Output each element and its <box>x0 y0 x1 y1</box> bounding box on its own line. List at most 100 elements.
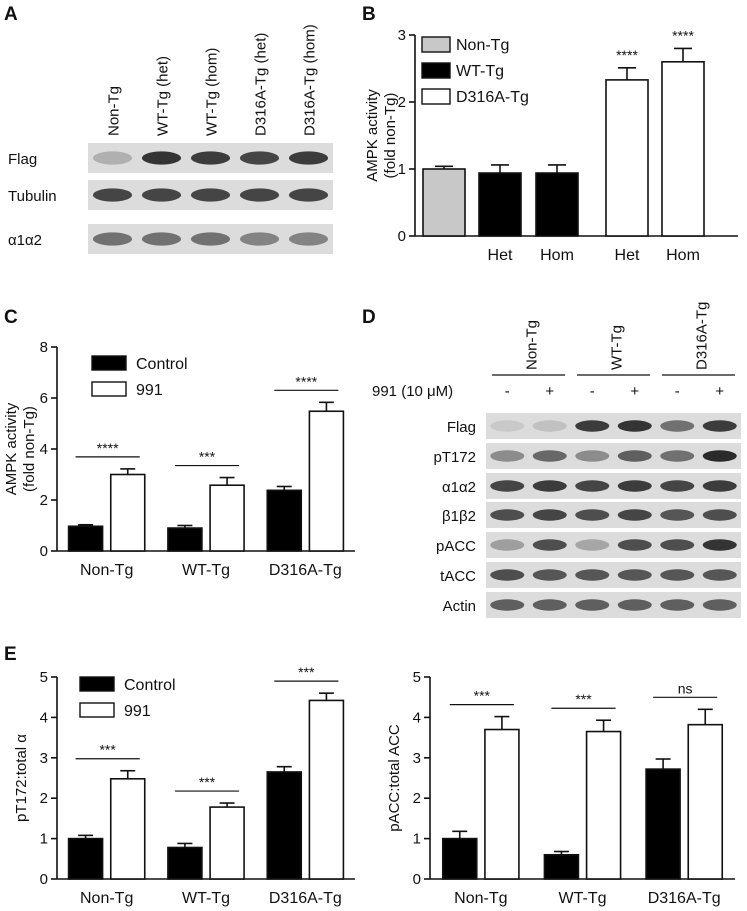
blot-row-band <box>532 599 567 611</box>
blot-row-band <box>617 539 652 551</box>
x-category-label: Non-Tg <box>80 890 133 907</box>
blot-row-band <box>141 188 182 202</box>
blot-row-band <box>532 539 567 551</box>
blot-row-band <box>575 539 610 551</box>
y-tick-label: 4 <box>40 441 48 458</box>
blot-row-band <box>660 480 695 492</box>
legend-swatch <box>421 62 451 79</box>
blot-row-band <box>575 599 610 611</box>
blot-row-band <box>575 480 610 492</box>
blot-row-band <box>702 569 737 581</box>
legend-label: Control <box>136 356 188 373</box>
x-category-label: Het <box>615 247 640 264</box>
y-axis-label: pT172:total α <box>13 734 30 822</box>
chart-e-pt172: 0 1 2 3 4 5 pT172:total α Non-Tg *** WT-Tg *** D316… <box>13 664 355 907</box>
blot-row-band <box>660 509 695 521</box>
y-axis-label: pACC:total ACC <box>386 724 403 832</box>
bar-control <box>543 853 580 880</box>
treatment-sign: - <box>590 383 595 400</box>
x-category-label: Het <box>488 247 513 264</box>
blot-row-band <box>141 232 182 246</box>
legend-label: WT-Tg <box>456 63 504 80</box>
significance-label: **** <box>295 373 317 389</box>
blot-row-label: tACC <box>440 568 476 585</box>
blot-row-band <box>617 480 652 492</box>
blot-row-band <box>490 539 525 551</box>
y-tick-label: 4 <box>413 709 421 726</box>
blot-row-band <box>490 420 525 432</box>
y-tick-label: 0 <box>40 871 48 888</box>
legend-label: Non-Tg <box>456 37 509 54</box>
lane-label: Non-Tg <box>106 86 123 136</box>
treatment-label: 991 (10 μM) <box>372 383 453 400</box>
bar-control <box>441 837 478 880</box>
significance-label: **** <box>672 27 694 43</box>
blot-row-band <box>702 480 737 492</box>
blot-row-band <box>617 569 652 581</box>
blot-row-band <box>239 188 280 202</box>
blot-row-label: Flag <box>8 151 37 168</box>
significance-label: *** <box>474 688 491 704</box>
group-label: D316A-Tg <box>694 302 711 370</box>
treatment-sign: + <box>545 383 554 400</box>
y-axis-label: AMPK activity <box>3 402 20 495</box>
bar-991 <box>109 473 146 552</box>
blot-row-band <box>575 420 610 432</box>
legend-swatch <box>421 88 451 105</box>
x-category-label: D316A-Tg <box>269 562 342 579</box>
blot-row-band <box>660 599 695 611</box>
blot-row-band <box>702 599 737 611</box>
blot-row-band <box>490 569 525 581</box>
panel-label-b: B <box>362 4 376 25</box>
significance-label: *** <box>298 664 315 680</box>
bar-991 <box>687 723 724 880</box>
legend-swatch-991 <box>79 702 115 718</box>
blot-row-band <box>92 188 133 202</box>
blot-row-band <box>660 539 695 551</box>
blot-row-band <box>702 509 737 521</box>
blot-row-band <box>617 450 652 462</box>
y-tick-label: 0 <box>398 228 406 245</box>
y-tick-label: 6 <box>40 390 48 407</box>
blot-row-band <box>532 569 567 581</box>
bar-control <box>167 846 203 880</box>
x-category-label: WT-Tg <box>559 890 607 907</box>
y-axis-label: (fold non-Tg) <box>382 93 399 179</box>
panel-label-e: E <box>4 644 17 665</box>
blot-row-band <box>490 450 525 462</box>
blot-row-band <box>288 151 329 165</box>
legend-swatch-control <box>91 355 127 371</box>
bar-991 <box>484 728 520 880</box>
blot-row-label: pACC <box>436 538 476 555</box>
treatment-sign: + <box>715 383 724 400</box>
bar-control <box>266 489 303 552</box>
blot-row-band <box>575 509 610 521</box>
bar-991 <box>585 730 622 880</box>
blot-row-label: Actin <box>443 598 476 615</box>
significance-label: ns <box>678 680 693 696</box>
blot-row-strip <box>486 413 741 439</box>
y-tick-label: 3 <box>413 750 421 767</box>
blot-row-band <box>239 232 280 246</box>
blot-row-band <box>702 539 737 551</box>
x-category-label: Hom <box>666 247 700 264</box>
significance-label: *** <box>199 774 216 790</box>
y-tick-label: 8 <box>40 339 48 356</box>
blot-row-label: Flag <box>447 419 476 436</box>
lane-label: WT-Tg (hom) <box>204 48 221 136</box>
legend-label: 991 <box>124 703 151 720</box>
bar-wt-tg <box>478 172 522 237</box>
blot-row-label: β1β2 <box>442 508 476 525</box>
bar-wt-tg <box>535 172 579 237</box>
blot-row-band <box>660 450 695 462</box>
y-tick-label: 1 <box>40 831 48 848</box>
significance-label: *** <box>575 691 592 707</box>
blot-row-band <box>532 509 567 521</box>
y-tick-label: 5 <box>40 669 48 686</box>
y-tick-label: 1 <box>413 831 421 848</box>
blot-row-strip <box>486 532 741 558</box>
western-blot-panel-a: Non-Tg WT-Tg (het) WT-Tg (hom) D316A-Tg (he… <box>8 24 333 254</box>
y-tick-label: 3 <box>398 27 406 44</box>
blot-row-band <box>288 232 329 246</box>
